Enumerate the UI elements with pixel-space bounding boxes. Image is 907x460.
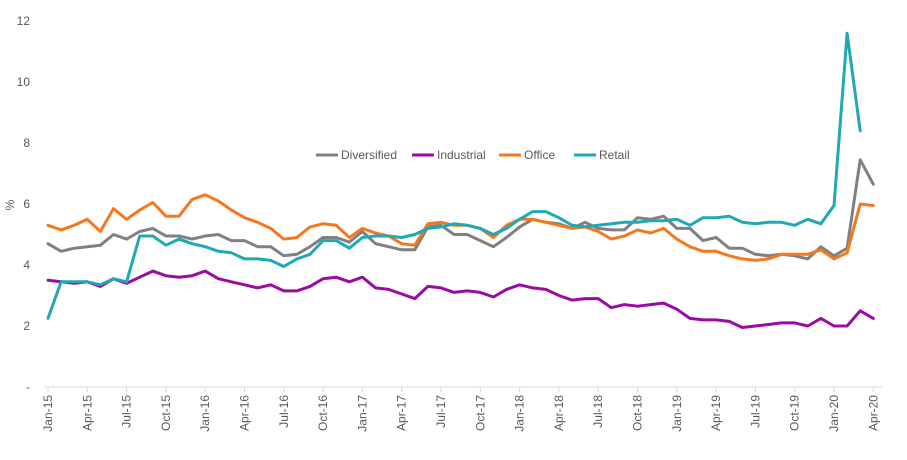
x-axis: Jan-15 Apr-15 Jul-15 Oct-15 Jan-16 Apr-16 Jul-… — [41, 387, 880, 432]
legend-item-retail: Retail — [574, 148, 630, 162]
x-tick-label: Apr-17 — [395, 395, 409, 431]
x-tick-label: Jan-20 — [827, 395, 841, 432]
x-tick-label: Oct-19 — [788, 395, 802, 431]
x-tick-label: Apr-18 — [552, 395, 566, 431]
x-tick-label: Oct-16 — [316, 395, 330, 431]
y-tick-label: 4 — [23, 258, 30, 272]
legend-item-industrial: Industrial — [412, 148, 486, 162]
x-tick-label: Apr-20 — [866, 395, 880, 431]
legend-label: Retail — [599, 148, 630, 162]
y-tick-label: 10 — [17, 75, 31, 89]
x-tick-label: Jul-16 — [277, 395, 291, 428]
x-tick-label: Jul-17 — [434, 395, 448, 428]
x-tick-label: Jan-16 — [198, 395, 212, 432]
x-tick-label: Jan-18 — [513, 395, 527, 432]
series-line-retail — [46, 31, 862, 320]
x-tick-label: Oct-18 — [631, 395, 645, 431]
x-tick-label: Apr-15 — [80, 395, 94, 431]
x-tick-label: Jul-15 — [120, 395, 134, 428]
y-tick-label: - — [26, 380, 30, 394]
series-layer — [46, 31, 875, 329]
legend-item-diversified: Diversified — [316, 148, 397, 162]
x-tick-label: Jan-17 — [355, 395, 369, 432]
legend-label: Industrial — [437, 148, 486, 162]
series-line-industrial — [46, 269, 875, 329]
y-tick-label: 8 — [23, 136, 30, 150]
legend-label: Office — [524, 148, 555, 162]
series-line-diversified — [46, 158, 875, 261]
legend-label: Diversified — [341, 148, 397, 162]
x-tick-label: Oct-15 — [159, 395, 173, 431]
x-tick-label: Apr-16 — [238, 395, 252, 431]
y-tick-label: 12 — [17, 14, 31, 28]
y-axis-label: % — [3, 199, 17, 210]
x-tick-label: Oct-17 — [473, 395, 487, 431]
x-tick-label: Jan-19 — [670, 395, 684, 432]
y-axis: - 2 4 6 8 10 12 — [17, 14, 31, 394]
x-tick-label: Jul-19 — [748, 395, 762, 428]
legend: Diversified Industrial Office Retail — [316, 148, 630, 162]
y-tick-label: 6 — [23, 197, 30, 211]
y-tick-label: 2 — [23, 319, 30, 333]
legend-item-office: Office — [499, 148, 555, 162]
x-tick-label: Jul-18 — [591, 395, 605, 428]
x-tick-label: Jan-15 — [41, 395, 55, 432]
x-tick-label: Apr-19 — [709, 395, 723, 431]
